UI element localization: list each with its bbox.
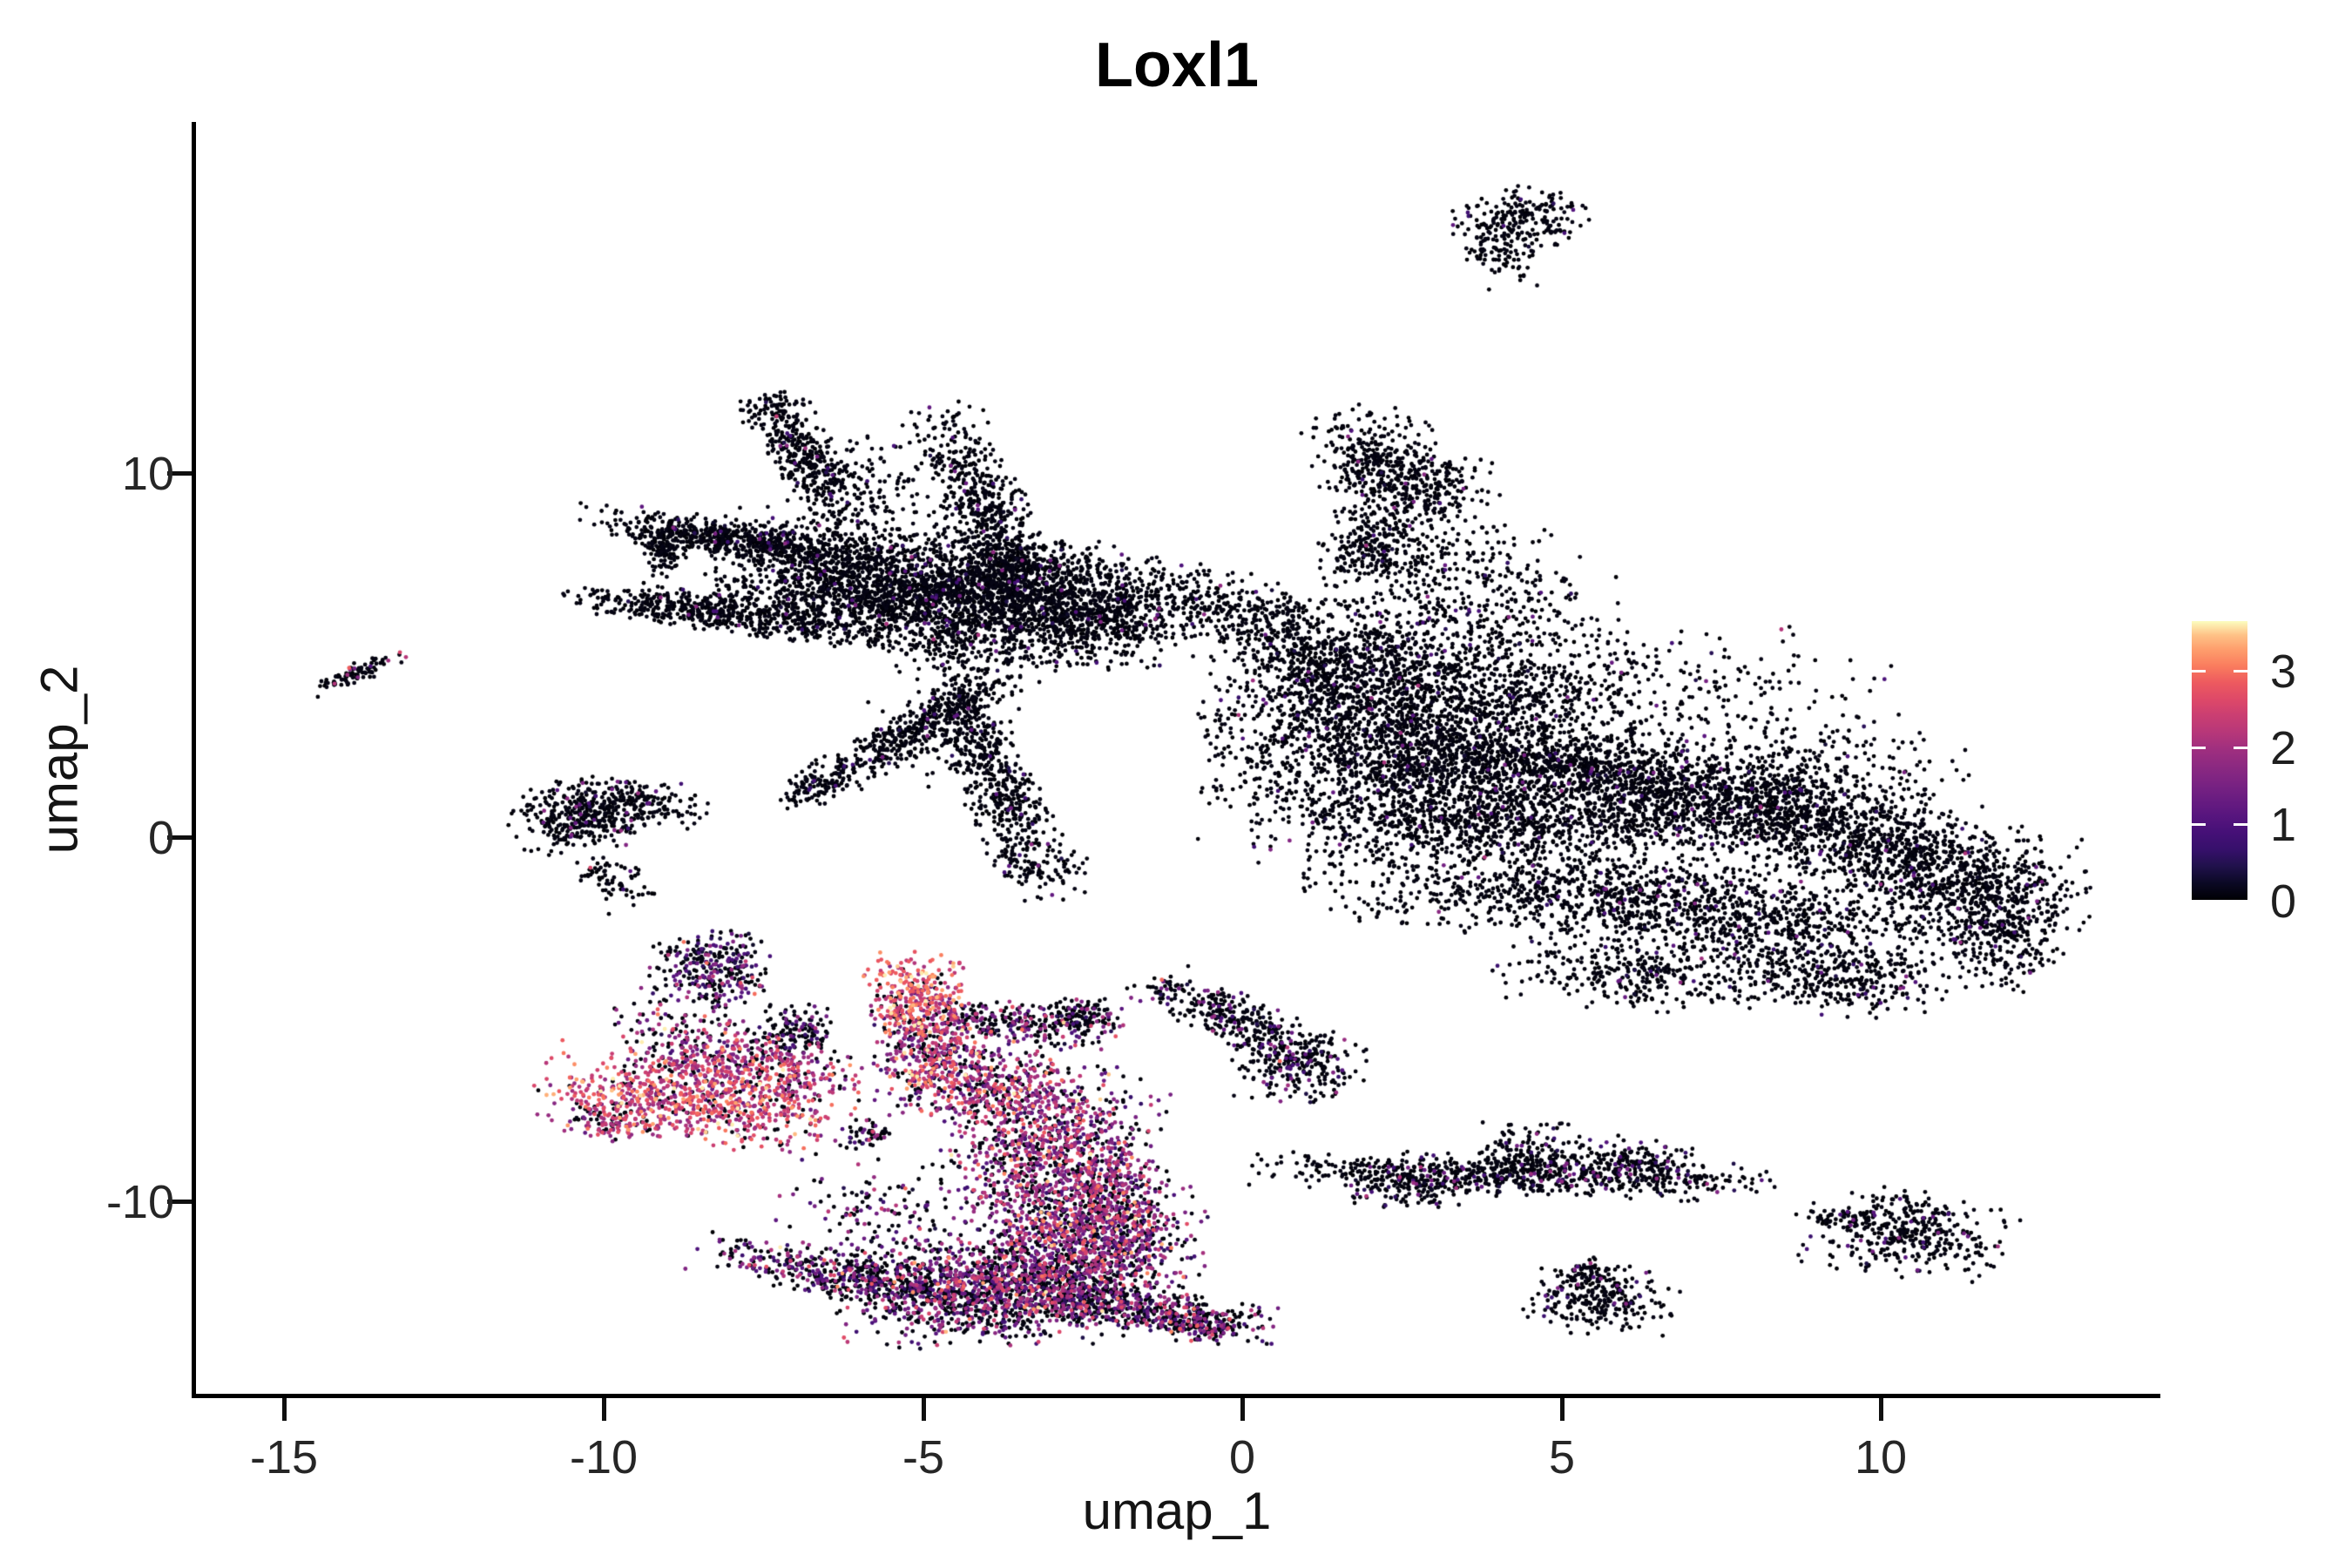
- colorbar-label: 3: [2270, 645, 2297, 698]
- y-tick-mark: [167, 835, 192, 840]
- y-axis-title: umap_2: [30, 665, 89, 855]
- y-tick-label: 0: [147, 812, 174, 864]
- colorbar-tick: [2192, 747, 2206, 749]
- x-tick-mark: [282, 1398, 287, 1421]
- x-tick-mark: [602, 1398, 606, 1421]
- colorbar-tick: [2234, 823, 2247, 826]
- y-tick-label: 10: [121, 448, 174, 500]
- x-tick-label: 0: [1228, 1431, 1256, 1484]
- y-axis-line: [192, 122, 196, 1398]
- colorbar-tick: [2192, 823, 2206, 826]
- colorbar-tick: [2234, 747, 2247, 749]
- colorbar-tick: [2234, 670, 2247, 672]
- x-tick-label: -5: [902, 1431, 944, 1484]
- x-tick-label: 5: [1548, 1431, 1576, 1484]
- colorbar-tick: [2192, 670, 2206, 672]
- colorbar-label: 0: [2270, 875, 2297, 928]
- colorbar-label: 1: [2270, 799, 2297, 851]
- x-tick-mark: [1240, 1398, 1245, 1421]
- x-tick-label: -10: [569, 1431, 639, 1484]
- x-axis-line: [192, 1394, 2160, 1398]
- y-tick-mark: [167, 471, 192, 476]
- y-tick-label: -10: [105, 1176, 174, 1228]
- x-tick-mark: [922, 1398, 926, 1421]
- x-axis-title: umap_1: [1082, 1482, 1272, 1540]
- x-tick-label: 10: [1854, 1431, 1908, 1484]
- colorbar-label: 2: [2270, 722, 2297, 774]
- y-tick-mark: [167, 1200, 192, 1204]
- x-tick-mark: [1560, 1398, 1565, 1421]
- x-tick-label: -15: [249, 1431, 319, 1484]
- colorbar-gradient: [2192, 621, 2247, 900]
- x-tick-mark: [1879, 1398, 1883, 1421]
